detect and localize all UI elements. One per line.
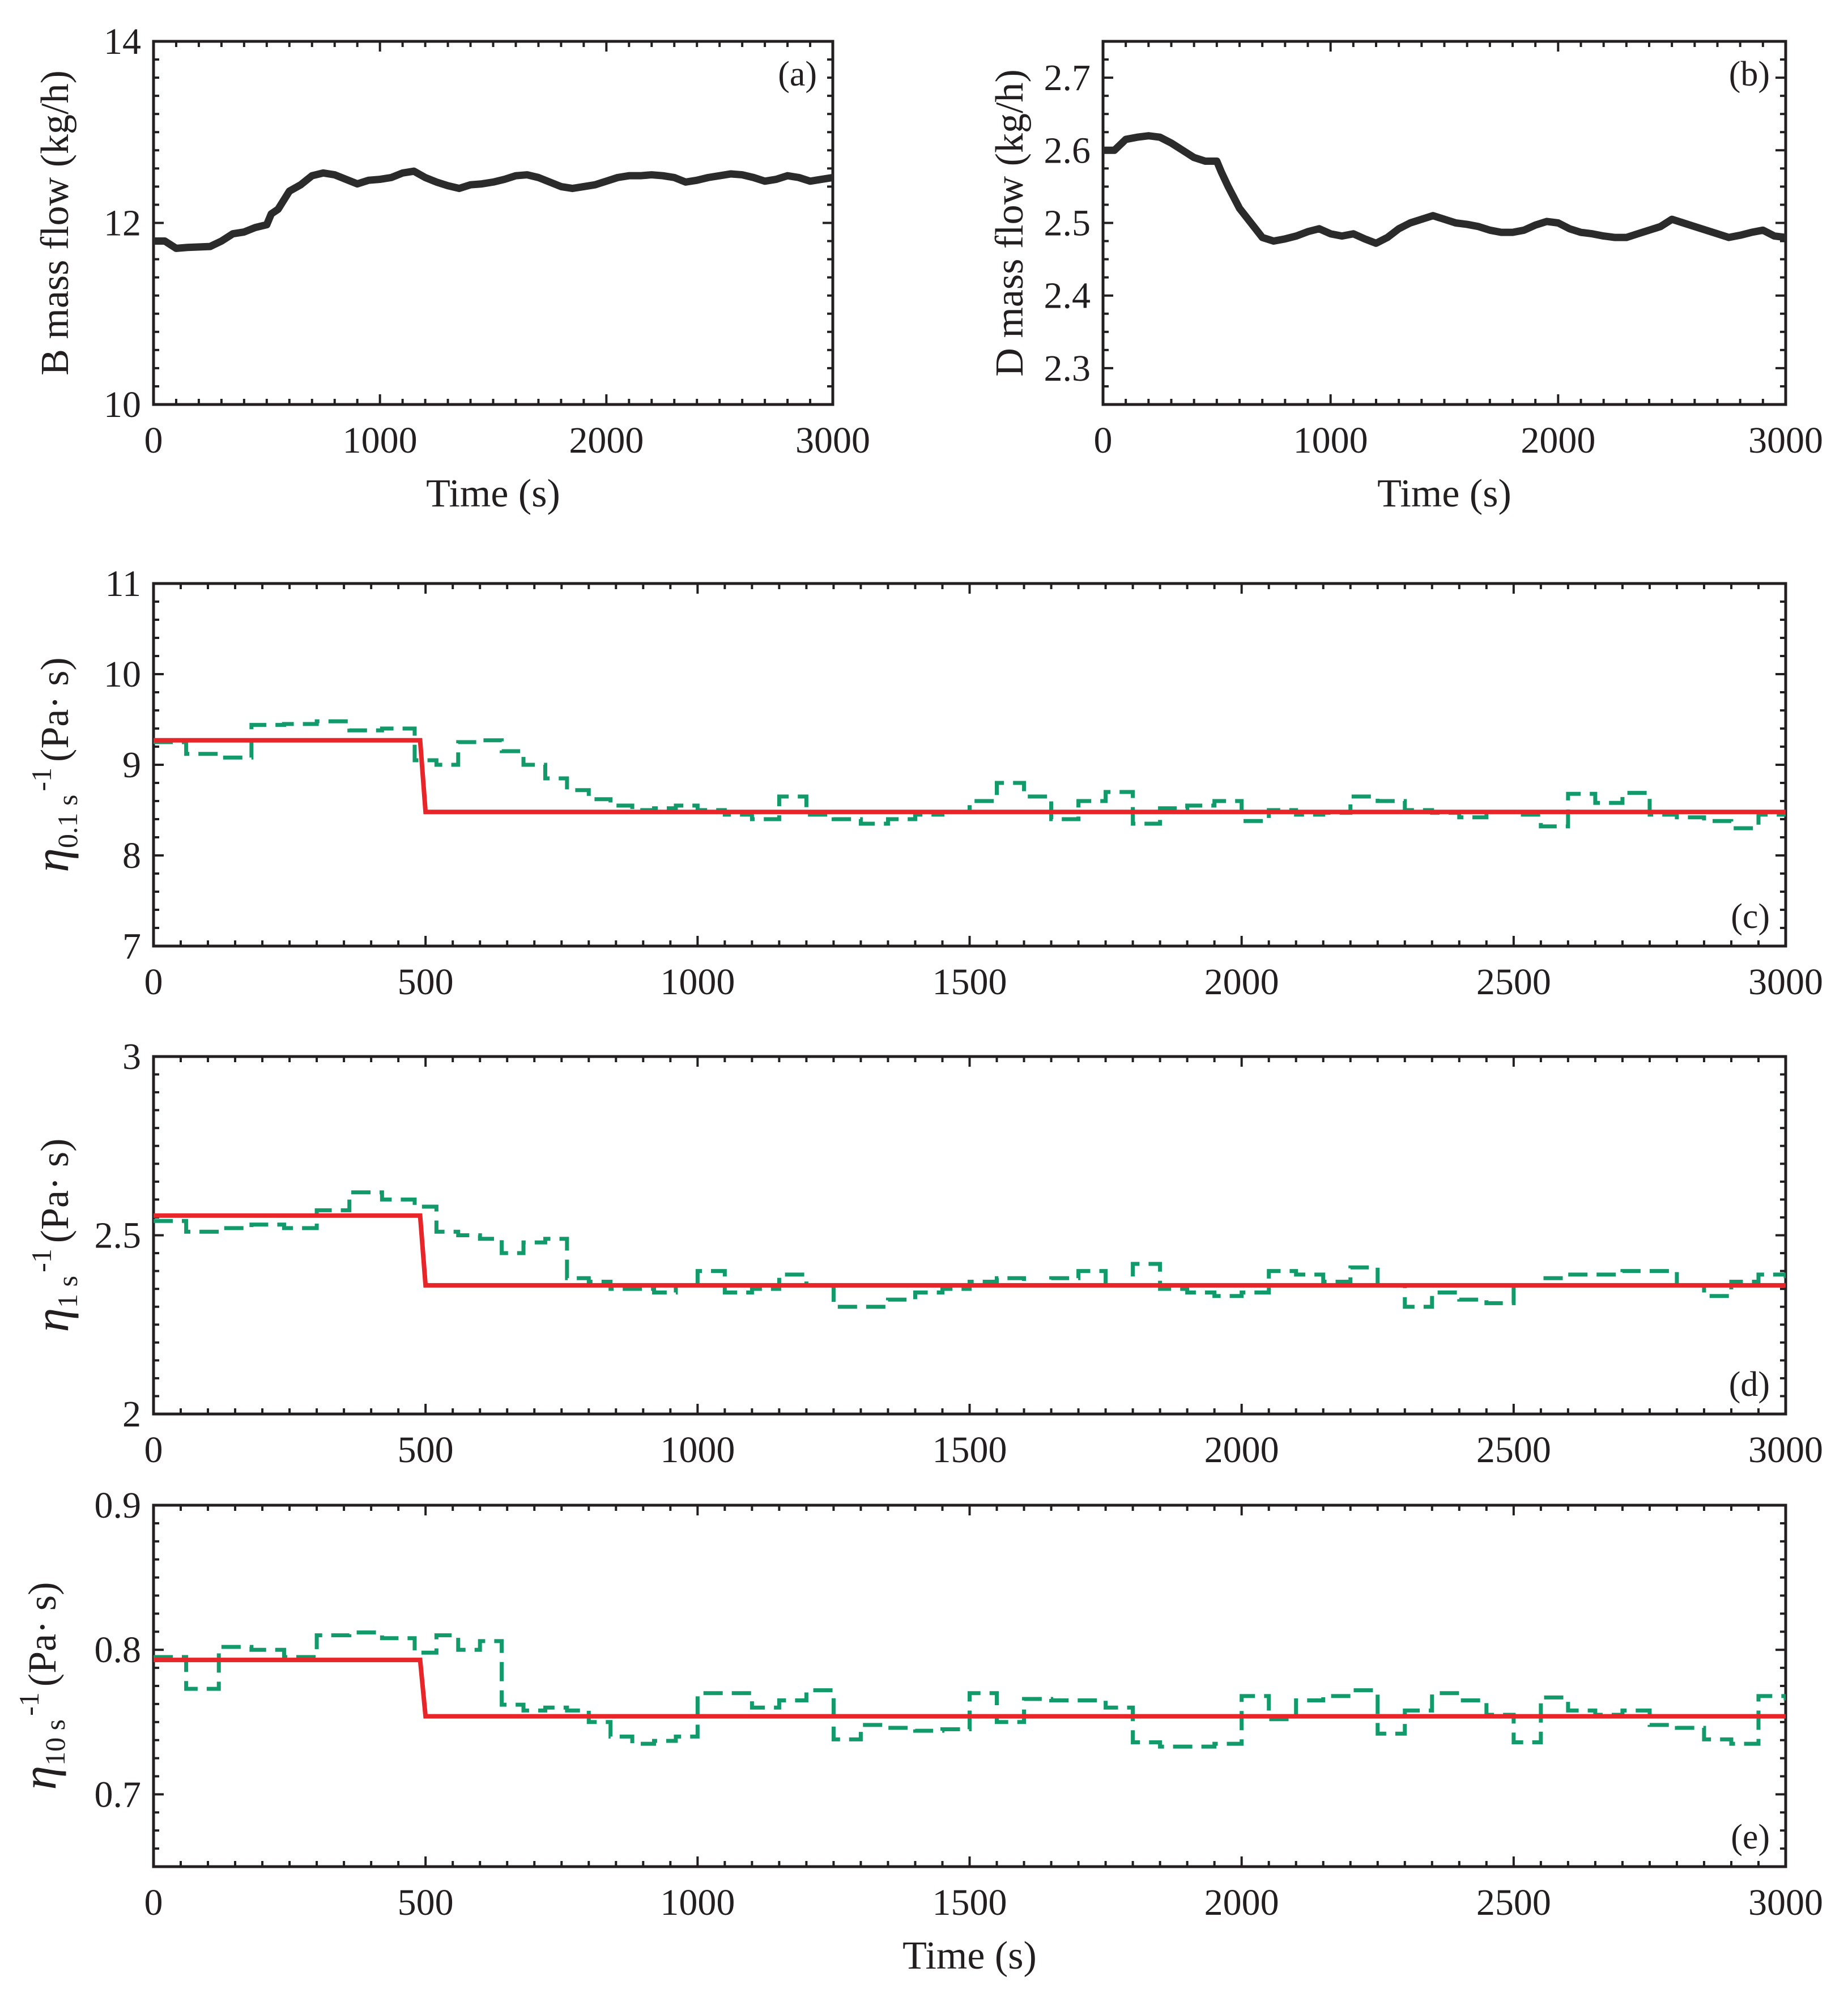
- y-tick-label: 3: [122, 1036, 141, 1077]
- y-tick-label: 2.3: [1044, 348, 1091, 389]
- y-axis-label: η1 s -1 (Pa· s): [24, 1139, 83, 1332]
- measured-dashed-line: [154, 1190, 1786, 1309]
- y-tick-label: 9: [122, 744, 141, 786]
- eta-symbol: η: [24, 1308, 79, 1332]
- x-tick-label: 1000: [660, 1882, 735, 1923]
- x-tick-label: 2000: [569, 420, 644, 461]
- panel-a-frame: [152, 40, 834, 406]
- panel-label: (c): [1731, 897, 1770, 936]
- y-axis-label: D mass flow (kg/h): [988, 69, 1032, 376]
- x-tick-label: 1000: [1293, 420, 1368, 461]
- panel-e-frame: [152, 1504, 1787, 1868]
- panel-a: 0 1000 2000 3000 10 12 14 Time (s) B mass flow (…: [33, 21, 870, 516]
- eta-symbol: η: [24, 848, 79, 872]
- x-axis-label: Time (s): [902, 1934, 1037, 1978]
- y-tick-label: 2.6: [1044, 130, 1091, 171]
- panel-a-plot-area: [154, 167, 833, 252]
- x-tick-label: 0: [144, 1429, 163, 1471]
- predicted-step-line: [154, 1213, 1786, 1288]
- y-tick-label: 12: [104, 203, 141, 244]
- y-label-units: (Pa· s): [21, 1582, 65, 1687]
- y-axis-label: η0.1 s -1 (Pa· s): [24, 657, 83, 872]
- predicted-step-line: [154, 738, 1786, 815]
- panel-e-plot-area: [154, 1630, 1786, 1749]
- x-tick-label: 2000: [1204, 961, 1279, 1003]
- x-tick-label: 0: [144, 1882, 163, 1923]
- panel-label: (d): [1729, 1365, 1770, 1404]
- x-tick-label: 3000: [1748, 420, 1823, 461]
- measured-dashed-line: [154, 1630, 1786, 1749]
- y-axis-label: η10 s -1 (Pa· s): [12, 1582, 71, 1790]
- x-tick-label: 500: [398, 1882, 454, 1923]
- y-tick-label: 0.9: [95, 1485, 142, 1526]
- y-label-superscript: -1: [25, 768, 57, 791]
- y-label-superscript: -1: [13, 1692, 45, 1716]
- x-tick-label: 2500: [1476, 961, 1551, 1003]
- x-tick-label: 2500: [1476, 1429, 1551, 1471]
- panel-c-frame: [152, 582, 1787, 948]
- y-axis-label: B mass flow (kg/h): [33, 70, 77, 376]
- x-axis-label: Time (s): [426, 472, 560, 516]
- y-tick-label: 8: [122, 835, 141, 876]
- y-label-subscript: 0.1 s: [52, 795, 83, 848]
- y-tick-label: 0.7: [95, 1774, 142, 1815]
- y-tick-label: 14: [104, 21, 141, 62]
- eta-symbol: η: [12, 1766, 66, 1790]
- y-tick-label: 11: [105, 563, 141, 604]
- x-tick-label: 2500: [1476, 1882, 1551, 1923]
- x-tick-label: 3000: [1748, 961, 1823, 1003]
- panel-d-plot-area: [154, 1190, 1786, 1309]
- y-label-superscript: -1: [25, 1249, 57, 1272]
- x-tick-label: 1000: [660, 961, 735, 1003]
- y-tick-label: 2.5: [95, 1215, 142, 1257]
- panel-b: 0 1000 2000 3000 2.3 2.4 2.5 2.6 2.7 Time (s) D ma…: [988, 40, 1823, 516]
- panel-e: 0 500 1000 1500 2000 2500 3000 0.7 0.8 0.9 Time (s…: [12, 1485, 1823, 1978]
- x-tick-label: 500: [398, 1429, 454, 1471]
- y-tick-label: 0.8: [95, 1629, 142, 1671]
- x-tick-label: 2000: [1521, 420, 1595, 461]
- y-label-units: (Pa· s): [33, 1139, 77, 1243]
- x-tick-label: 1500: [932, 1429, 1007, 1471]
- panel-label: (e): [1731, 1818, 1770, 1856]
- y-label-subscript: 1 s: [52, 1276, 83, 1308]
- data-line: [154, 167, 833, 252]
- panel-b-plot-area: [1103, 132, 1786, 247]
- y-label-units: (Pa· s): [33, 657, 77, 762]
- x-tick-label: 1000: [343, 420, 418, 461]
- y-tick-label: 10: [104, 384, 141, 425]
- panel-c-plot-area: [154, 719, 1786, 830]
- y-tick-label: 7: [122, 926, 141, 967]
- x-tick-label: 2000: [1204, 1882, 1279, 1923]
- y-tick-label: 2.7: [1044, 57, 1091, 99]
- y-tick-label: 2: [122, 1394, 141, 1435]
- x-tick-label: 0: [144, 961, 163, 1003]
- x-tick-label: 0: [1094, 420, 1113, 461]
- x-tick-label: 1500: [932, 961, 1007, 1003]
- panel-label: (b): [1729, 55, 1770, 93]
- x-axis-label: Time (s): [1377, 472, 1511, 516]
- panel-label: (a): [778, 55, 817, 93]
- x-tick-label: 3000: [1748, 1429, 1823, 1471]
- x-tick-label: 3000: [795, 420, 870, 461]
- panel-d: 0 500 1000 1500 2000 2500 3000 2 2.5 3 η1 s -1 (Pa· …: [24, 1036, 1823, 1471]
- x-tick-label: 1500: [932, 1882, 1007, 1923]
- panel-d-frame: [152, 1055, 1787, 1416]
- y-tick-label: 2.5: [1044, 203, 1091, 244]
- x-tick-label: 2000: [1204, 1429, 1279, 1471]
- y-tick-label: 10: [104, 654, 141, 695]
- y-tick-label: 2.4: [1044, 275, 1091, 317]
- predicted-step-line: [154, 1658, 1786, 1719]
- y-label-subscript: 10 s: [39, 1719, 71, 1766]
- x-tick-label: 500: [398, 961, 454, 1003]
- x-tick-label: 1000: [660, 1429, 735, 1471]
- x-tick-label: 3000: [1748, 1882, 1823, 1923]
- data-line: [1103, 132, 1786, 247]
- panel-c: 0 500 1000 1500 2000 2500 3000 7 8 9 10 11 η0.1 s -1 (…: [24, 563, 1823, 1003]
- x-tick-label: 0: [144, 420, 163, 461]
